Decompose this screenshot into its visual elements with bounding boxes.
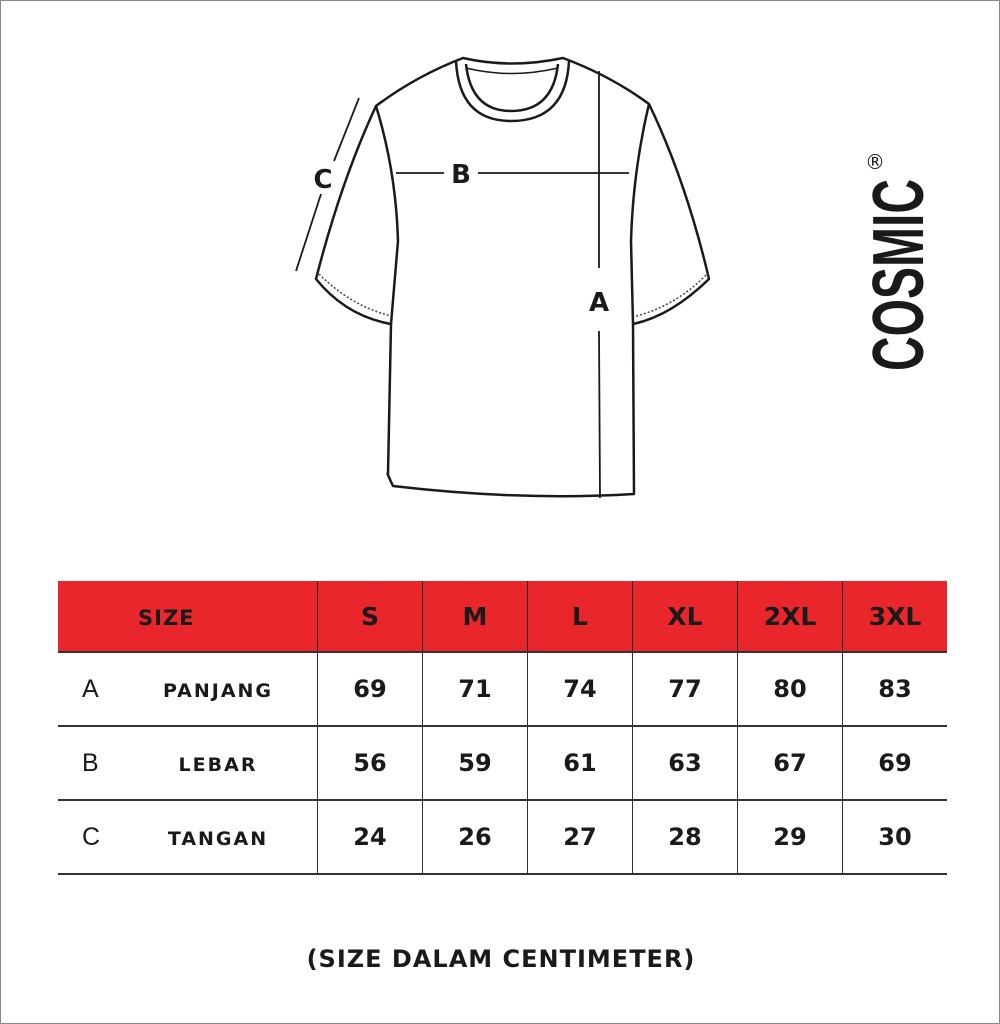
measure-a-line-bottom [598, 330, 601, 499]
measure-c-label: C [313, 165, 332, 195]
cosmic-logo: COSMIC ® [859, 150, 939, 371]
table-cell: 77 [632, 651, 738, 726]
table-cell: 80 [737, 651, 843, 726]
table-cell: 59 [422, 725, 528, 800]
header-size: M [422, 581, 528, 652]
table-cell: 56 [317, 725, 423, 800]
header-size: 3XL [842, 581, 947, 652]
unit-note: (SIZE DALAM CENTIMETER) [306, 945, 696, 973]
table-cell: 29 [737, 799, 843, 875]
table-cell: 30 [842, 799, 947, 875]
collar-rib [465, 67, 559, 75]
row-letter: C [82, 822, 101, 851]
header-size: XL [632, 581, 738, 652]
table-cell: 69 [842, 725, 947, 800]
table-cell: 28 [632, 799, 738, 875]
table-row: C TANGAN 24 26 27 28 29 30 [58, 799, 947, 875]
collar-inner [464, 63, 560, 113]
table-cell: 24 [317, 799, 423, 875]
collar-outer [454, 60, 571, 123]
shirt-outline [314, 56, 711, 498]
table-cell: 67 [737, 725, 843, 800]
header-size-label: SIZE [138, 605, 195, 630]
table-row: B LEBAR 56 59 61 63 67 69 [58, 725, 947, 800]
size-table: SIZE S M L XL 2XL 3XL A PANJANG 69 71 74 … [58, 581, 947, 875]
left-armhole [374, 105, 400, 325]
registered-mark: ® [865, 150, 885, 174]
measure-b-label: B [451, 160, 471, 190]
header-size-label-cell: SIZE [58, 581, 318, 652]
table-row: A PANJANG 69 71 74 77 80 83 [58, 651, 947, 726]
table-cell: 69 [317, 651, 423, 726]
tshirt-diagram: A B C [295, 56, 711, 499]
table-cell: 74 [527, 651, 633, 726]
table-header-row: SIZE S M L XL 2XL 3XL [58, 581, 947, 652]
row-label: A PANJANG [58, 651, 318, 726]
left-cuff-stitch [318, 273, 392, 317]
right-armhole [629, 103, 651, 325]
row-name: PANJANG [162, 679, 274, 702]
measure-a-label: A [589, 288, 609, 318]
header-size: S [317, 581, 423, 652]
measure-c-line-bottom [295, 193, 322, 272]
row-label: C TANGAN [58, 799, 318, 875]
row-name: LEBAR [178, 753, 258, 776]
right-cuff-stitch [632, 274, 707, 318]
row-label: B LEBAR [58, 725, 318, 800]
table-cell: 27 [527, 799, 633, 875]
measure-c-line-top [333, 97, 360, 162]
table-cell: 71 [422, 651, 528, 726]
table-cell: 63 [632, 725, 738, 800]
row-letter: A [82, 674, 99, 703]
header-size: L [527, 581, 633, 652]
table-cell: 26 [422, 799, 528, 875]
row-name: TANGAN [167, 827, 269, 850]
table-cell: 83 [842, 651, 947, 726]
table-cell: 61 [527, 725, 633, 800]
row-letter: B [82, 748, 99, 777]
header-size: 2XL [737, 581, 843, 652]
brand-name: COSMIC [859, 179, 939, 371]
